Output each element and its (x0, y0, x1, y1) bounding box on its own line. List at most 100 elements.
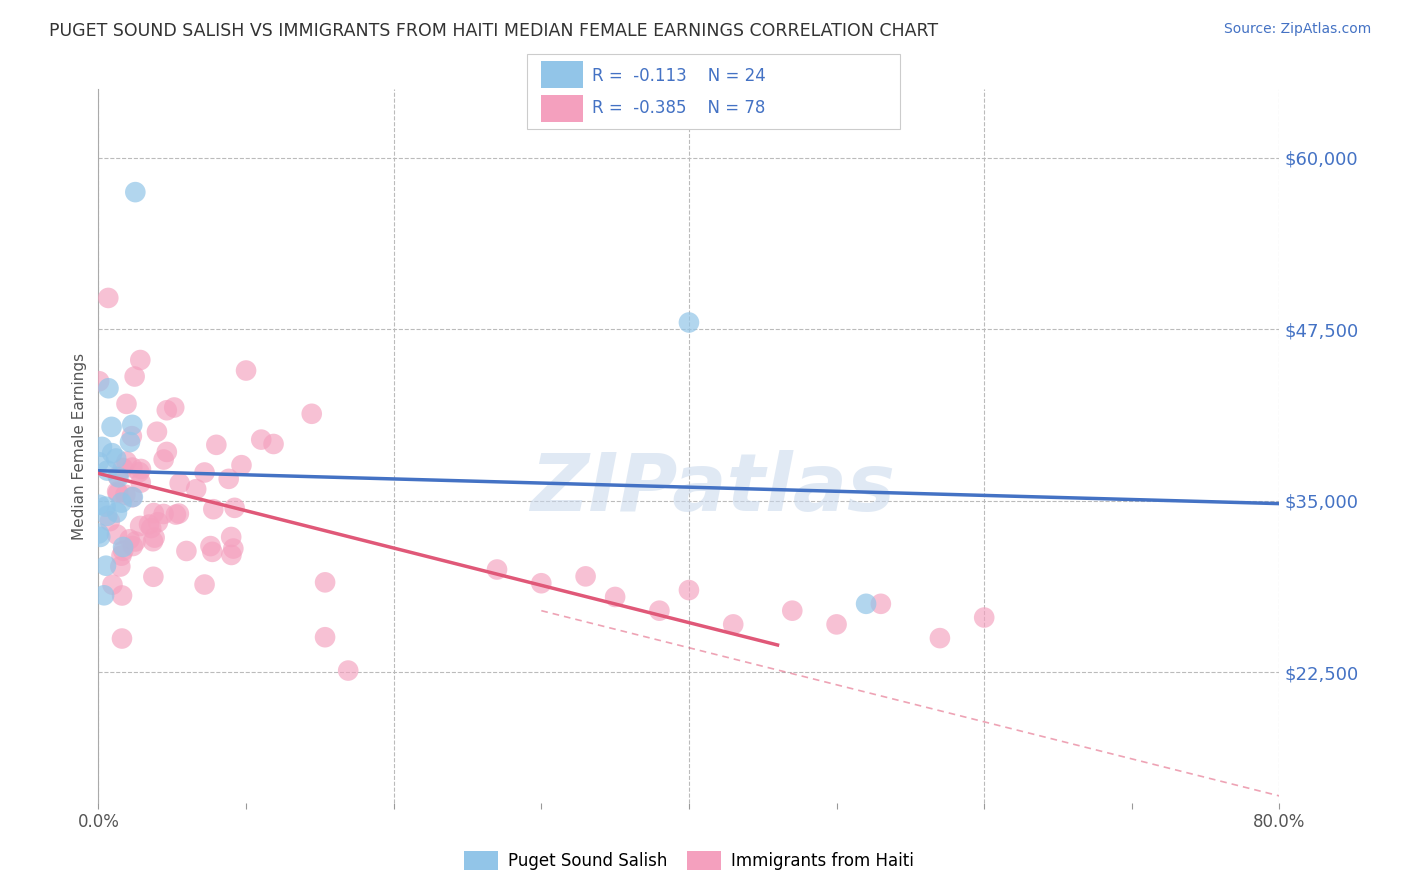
Point (224, 500, 246, 515)
Point (855, 597, 877, 611)
Point (124, 369, 146, 384)
Point (115, 454, 138, 468)
Point (97, 381, 120, 395)
Point (87, 526, 110, 541)
Point (91, 440, 114, 454)
Point (111, 461, 134, 475)
Point (205, 438, 228, 452)
Point (129, 519, 152, 533)
Point (129, 475, 152, 490)
Point (231, 458, 253, 472)
Point (110, 559, 132, 574)
Point (142, 534, 165, 549)
Point (121, 539, 143, 553)
Point (89, 498, 111, 512)
Point (648, 604, 671, 618)
Point (870, 597, 893, 611)
Point (176, 544, 198, 558)
Point (138, 517, 160, 532)
Y-axis label: Median Female Earnings: Median Female Earnings (72, 352, 87, 540)
Point (152, 452, 174, 467)
Point (163, 401, 186, 415)
Point (112, 540, 135, 554)
Point (186, 482, 208, 496)
Legend: Puget Sound Salish, Immigrants from Haiti: Puget Sound Salish, Immigrants from Hait… (458, 844, 920, 877)
Point (169, 476, 191, 491)
Point (124, 534, 146, 549)
Point (193, 466, 215, 480)
Text: R =  -0.113    N = 24: R = -0.113 N = 24 (592, 67, 766, 86)
Point (110, 495, 132, 509)
Point (98, 514, 121, 528)
Point (219, 530, 242, 544)
Point (678, 316, 700, 330)
Point (250, 433, 273, 447)
Point (107, 470, 129, 484)
Point (156, 403, 179, 417)
Point (100, 420, 122, 434)
Point (129, 462, 152, 476)
Point (825, 617, 848, 632)
Text: R =  -0.385    N = 78: R = -0.385 N = 78 (592, 99, 765, 117)
Point (222, 541, 245, 556)
Point (200, 539, 222, 553)
Point (107, 469, 129, 483)
Point (193, 577, 215, 591)
Point (89, 374, 111, 388)
Point (152, 507, 174, 521)
Point (973, 610, 995, 624)
Point (263, 437, 285, 451)
Point (723, 617, 745, 632)
Point (87, 455, 110, 469)
Point (141, 521, 163, 535)
Point (201, 545, 224, 559)
Point (93, 588, 115, 602)
Point (121, 490, 143, 504)
Point (101, 577, 124, 591)
Point (94, 500, 117, 514)
Point (146, 515, 169, 529)
Point (156, 445, 179, 459)
Point (110, 549, 132, 563)
Point (118, 435, 141, 450)
Point (143, 531, 166, 545)
Point (105, 527, 128, 541)
Point (129, 353, 152, 368)
Point (96, 464, 118, 478)
Point (97, 291, 120, 305)
Point (314, 630, 336, 644)
Point (115, 397, 138, 411)
Point (94, 558, 117, 573)
Point (89, 530, 111, 544)
Point (605, 590, 627, 604)
Point (337, 664, 360, 678)
Point (118, 533, 141, 547)
Point (142, 506, 165, 520)
Point (111, 632, 134, 646)
Point (105, 506, 128, 520)
Text: PUGET SOUND SALISH VS IMMIGRANTS FROM HAITI MEDIAN FEMALE EARNINGS CORRELATION C: PUGET SOUND SALISH VS IMMIGRANTS FROM HA… (49, 22, 938, 40)
Text: Source: ZipAtlas.com: Source: ZipAtlas.com (1223, 22, 1371, 37)
Point (530, 576, 553, 591)
Point (165, 508, 187, 522)
Point (105, 451, 128, 466)
Point (575, 569, 598, 583)
Point (112, 543, 135, 558)
Point (107, 486, 129, 500)
Point (142, 570, 165, 584)
Point (111, 589, 134, 603)
Text: ZIPatlas: ZIPatlas (530, 450, 896, 528)
Point (314, 575, 336, 590)
Point (114, 488, 136, 502)
Point (301, 407, 323, 421)
Point (929, 631, 952, 645)
Point (101, 446, 124, 460)
Point (221, 548, 243, 562)
Point (124, 185, 146, 199)
Point (121, 460, 143, 475)
Point (486, 562, 509, 576)
Point (678, 583, 700, 598)
Point (202, 502, 225, 516)
Point (235, 363, 257, 377)
Point (105, 484, 128, 499)
